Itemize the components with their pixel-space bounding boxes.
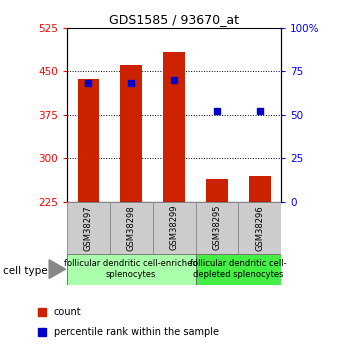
Bar bbox=[249, 176, 271, 202]
Bar bbox=[153, 202, 196, 254]
Text: follicular dendritic cell-
depleted splenocytes: follicular dendritic cell- depleted sple… bbox=[190, 259, 287, 279]
Bar bbox=[238, 202, 281, 254]
Bar bbox=[67, 254, 196, 285]
Text: GSM38298: GSM38298 bbox=[127, 205, 136, 250]
Title: GDS1585 / 93670_at: GDS1585 / 93670_at bbox=[109, 13, 239, 27]
Bar bbox=[206, 179, 228, 202]
Text: GSM38295: GSM38295 bbox=[212, 205, 222, 250]
Bar bbox=[163, 52, 185, 202]
Text: follicular dendritic cell-enriched
splenocytes: follicular dendritic cell-enriched splen… bbox=[64, 259, 198, 279]
Bar bbox=[78, 79, 99, 202]
Text: GSM38297: GSM38297 bbox=[84, 205, 93, 250]
Text: GSM38296: GSM38296 bbox=[255, 205, 264, 250]
Bar bbox=[196, 254, 281, 285]
Polygon shape bbox=[49, 260, 66, 278]
Bar bbox=[120, 65, 142, 202]
Text: count: count bbox=[54, 307, 81, 317]
Bar bbox=[196, 202, 238, 254]
Bar bbox=[67, 202, 110, 254]
Bar bbox=[110, 202, 153, 254]
Text: cell type: cell type bbox=[3, 266, 48, 276]
Text: percentile rank within the sample: percentile rank within the sample bbox=[54, 327, 219, 337]
Text: GSM38299: GSM38299 bbox=[169, 205, 179, 250]
